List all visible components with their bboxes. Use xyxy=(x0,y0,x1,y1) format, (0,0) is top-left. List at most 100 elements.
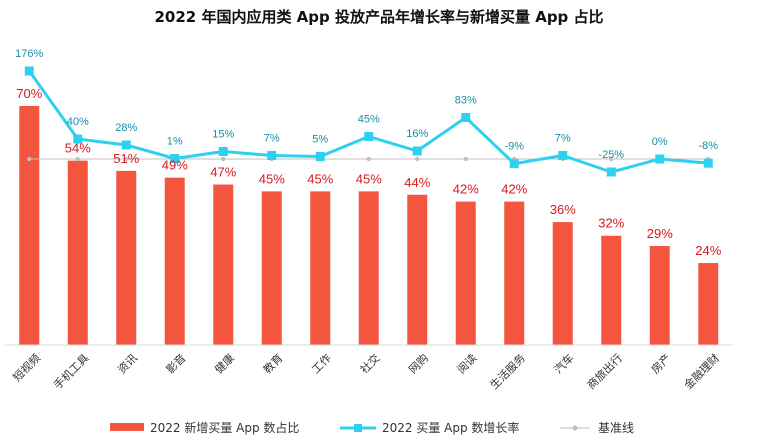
bar-12 xyxy=(552,222,573,345)
bar-label-2: 54% xyxy=(65,141,91,156)
category-label-15: 金融理财 xyxy=(681,351,722,392)
category-label-9: 网购 xyxy=(406,351,431,376)
category-label-7: 工作 xyxy=(309,352,334,377)
bar-6 xyxy=(261,191,282,345)
bar-label-3: 51% xyxy=(113,151,139,166)
bar-2 xyxy=(67,160,88,345)
baseline-point-8 xyxy=(366,156,371,162)
bar-label-6: 45% xyxy=(259,171,285,186)
growth-point-10 xyxy=(461,113,471,122)
bar-label-7: 45% xyxy=(307,171,333,186)
baseline-point-2 xyxy=(75,156,80,162)
bar-1 xyxy=(19,106,40,345)
bar-label-8: 45% xyxy=(356,171,382,186)
bar-11 xyxy=(504,201,525,345)
growth-point-15 xyxy=(703,158,713,168)
growth-label-7: 5% xyxy=(312,134,328,146)
legend-growth-marker xyxy=(354,424,362,432)
bar-labels: 70% 54% 51% 49% 47% 45% 45% 45% 44% 42% 42% 36% 32% 2… xyxy=(16,86,721,258)
baseline-point-10 xyxy=(463,156,468,162)
bar-15 xyxy=(698,263,719,345)
bar-label-5: 47% xyxy=(210,165,236,180)
growth-label-3: 28% xyxy=(115,122,137,134)
bar-label-1: 70% xyxy=(16,86,42,101)
growth-label-12: 7% xyxy=(555,133,571,145)
baseline-point-5 xyxy=(221,156,226,162)
growth-point-7 xyxy=(315,152,325,161)
growth-label-15: -8% xyxy=(698,140,718,152)
legend-growth-label: 2022 买量 App 数增长率 xyxy=(382,420,519,435)
growth-label-10: 83% xyxy=(455,95,477,107)
growth-point-9 xyxy=(412,146,422,156)
baseline-point-13 xyxy=(609,156,614,162)
legend-baseline-label: 基准线 xyxy=(598,421,634,435)
category-label-1: 短视频 xyxy=(10,351,43,384)
line-labels: 176% 40% 28% 1% 15% 7% 5% 45% 16% 83% -9% 7% -25% 0% -… xyxy=(15,48,718,161)
bar-label-15: 24% xyxy=(695,243,721,258)
category-label-5: 健康 xyxy=(212,351,237,376)
category-label-13: 商旅出行 xyxy=(584,351,625,392)
growth-label-2: 40% xyxy=(67,116,89,128)
growth-point-5 xyxy=(218,147,228,156)
growth-point-3 xyxy=(121,140,131,150)
baseline-point-3 xyxy=(124,156,129,162)
category-label-3: 资讯 xyxy=(115,352,140,377)
growth-label-13: -25% xyxy=(598,149,624,161)
bar-4 xyxy=(164,177,185,345)
bar-label-13: 32% xyxy=(598,216,624,231)
bar-8 xyxy=(358,191,379,345)
growth-point-4 xyxy=(170,154,180,163)
category-label-10: 阅读 xyxy=(454,351,479,376)
legend-item-growth: 2022 买量 App 数增长率 xyxy=(340,420,519,435)
bar-9 xyxy=(407,194,428,345)
legend: 2022 新增买量 App 数占比 2022 买量 App 数增长率 基准线 xyxy=(110,420,634,435)
category-label-6: 教育 xyxy=(260,351,285,376)
bar-label-9: 44% xyxy=(404,175,430,190)
legend-baseline-marker xyxy=(572,425,578,431)
category-label-14: 房产 xyxy=(648,351,673,376)
growth-point-12 xyxy=(558,151,568,160)
growth-point-13 xyxy=(606,167,616,177)
bar-5 xyxy=(213,184,234,345)
growth-label-9: 16% xyxy=(406,128,428,140)
bar-3 xyxy=(116,170,137,345)
category-label-8: 社交 xyxy=(357,351,382,376)
category-label-2: 手机工具 xyxy=(51,351,92,392)
growth-line-series xyxy=(24,66,713,177)
growth-label-11: -9% xyxy=(504,141,524,153)
growth-point-2 xyxy=(73,134,83,144)
growth-point-1 xyxy=(24,66,34,76)
category-labels: 短视频 手机工具 资讯 影音 健康 教育 工作 社交 网购 阅读 生活服务 汽车 商旅出行 房产 金融理财 xyxy=(10,351,722,392)
growth-point-6 xyxy=(267,151,277,160)
bar-label-4: 49% xyxy=(162,158,188,173)
growth-label-8: 45% xyxy=(358,114,380,126)
growth-label-14: 0% xyxy=(652,136,668,148)
legend-bar-swatch xyxy=(110,423,144,431)
chart-title: 2022 年国内应用类 App 投放产品年增长率与新增买量 App 占比 xyxy=(154,8,603,26)
category-label-11: 生活服务 xyxy=(487,351,528,392)
growth-point-11 xyxy=(509,159,519,169)
baseline-point-1 xyxy=(27,156,32,162)
growth-label-6: 7% xyxy=(264,133,280,145)
baseline-point-9 xyxy=(415,156,420,162)
bar-label-10: 42% xyxy=(453,182,479,197)
growth-label-4: 1% xyxy=(167,136,183,148)
legend-item-baseline: 基准线 xyxy=(560,421,634,435)
bar-7 xyxy=(310,191,331,345)
category-label-12: 汽车 xyxy=(551,351,576,376)
bar-label-12: 36% xyxy=(550,202,576,217)
bar-10 xyxy=(455,201,476,345)
growth-label-1: 176% xyxy=(15,48,43,60)
legend-item-bar: 2022 新增买量 App 数占比 xyxy=(110,420,299,435)
bar-13 xyxy=(601,235,622,345)
bar-14 xyxy=(649,245,670,345)
bar-label-11: 42% xyxy=(501,182,527,197)
bar-label-14: 29% xyxy=(647,226,673,241)
legend-bar-label: 2022 新增买量 App 数占比 xyxy=(150,420,299,435)
category-label-4: 影音 xyxy=(163,351,188,376)
growth-point-14 xyxy=(655,154,665,164)
growth-point-8 xyxy=(364,132,374,141)
growth-label-5: 15% xyxy=(212,129,234,141)
